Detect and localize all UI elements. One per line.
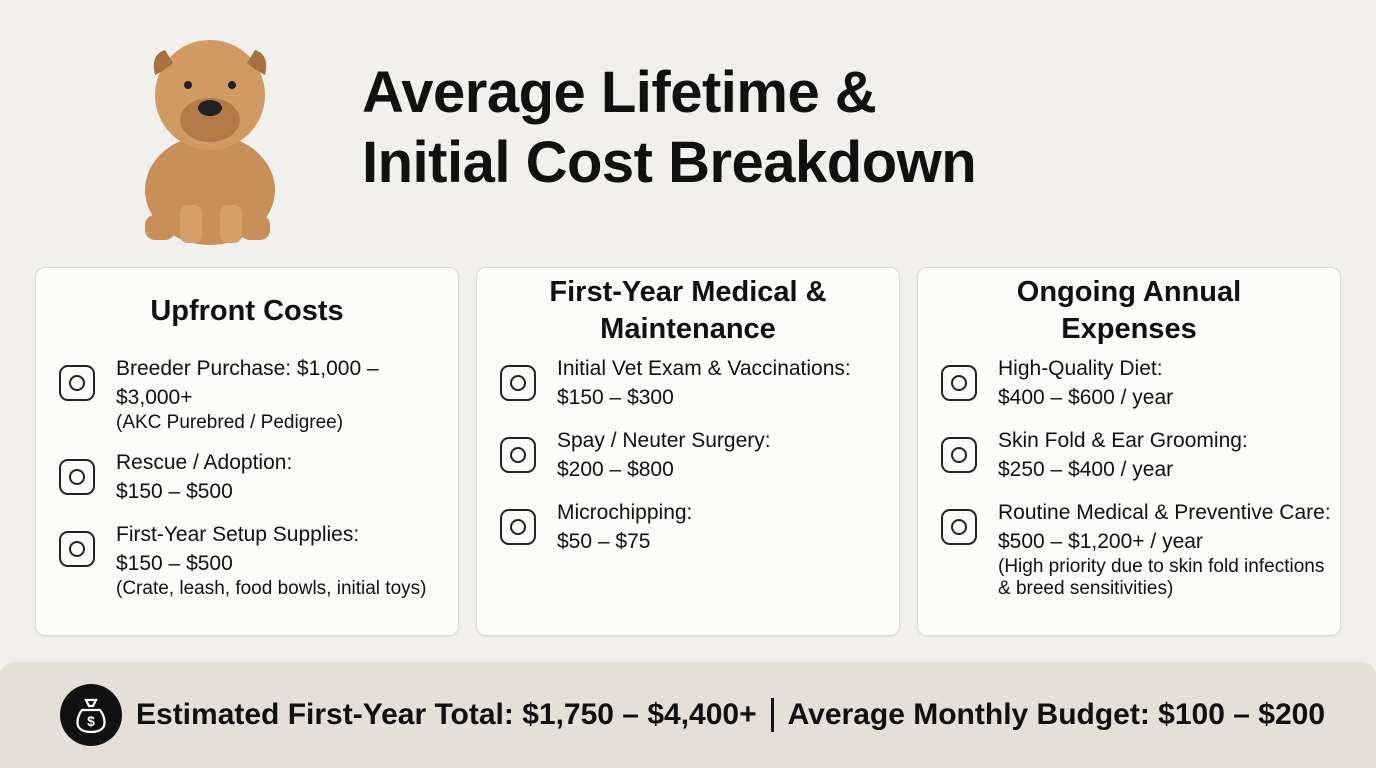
icon [941,437,977,473]
total: Estimated First-Year Total: $1,750 – $4,… [136,698,757,731]
item-label: First-Year Setup Supplies: [116,523,360,546]
item-label: Spay / Neuter Surgery: [557,429,771,452]
card-title: Upfront Costs [150,294,344,327]
icon [59,531,95,567]
icon [59,365,95,401]
card-title: First-Year Medical & Maintenance [549,276,827,345]
item-value: $150 – $500 [116,552,233,575]
item-note: (High priority due to skin fold infectio… [998,556,1325,599]
monthly: Average Monthly Budget: $100 – $200 [787,698,1326,731]
item-value: $150 – $300 [557,386,674,409]
item-value: $500 – $1,200+ / year [998,530,1203,553]
cost-item: Spay / Neuter Surgery: $200 – $800 [477,426,899,484]
item-label: Microchipping: [557,501,693,524]
card-title: Ongoing Annual Expenses [1016,276,1242,345]
separator [770,698,774,732]
icon [500,509,536,545]
item-label: Breeder Purchase: $1,000 – $3,000+ [116,357,379,409]
card: Upfront Costs Breeder Purchase: $1,000 – … [35,267,459,636]
item-value: $400 – $600 / year [998,386,1174,409]
item-value: $250 – $400 / year [998,458,1174,481]
cost-item: Initial Vet Exam & Vaccinations: $150 – $… [477,354,899,412]
item-label: Rescue / Adoption: [116,451,293,474]
dog-photo [145,40,275,245]
title-line: Initial Cost Breakdown [362,130,977,195]
card: Ongoing Annual Expenses High-Quality Diet… [917,267,1341,636]
item-value: $50 – $75 [557,530,651,553]
footer: $ Estimated First-Year Total: $1,750 – $… [0,662,1376,768]
icon [941,365,977,401]
icon [500,437,536,473]
item-label: High-Quality Diet: [998,357,1163,380]
item-note: (AKC Purebred / Pedigree) [116,412,344,433]
cost-item: Breeder Purchase: $1,000 – $3,000+ (AKC P… [36,354,458,434]
cost-item: Skin Fold & Ear Grooming: $250 – $400 / y… [918,426,1340,484]
cost-item: Routine Medical & Preventive Care: $500 –… [918,498,1340,600]
title: Average Lifetime & Initial Cost Breakdow… [362,58,977,198]
item-value: $200 – $800 [557,458,674,481]
icon [59,459,95,495]
svg-text:$: $ [87,713,95,729]
item-label: Routine Medical & Preventive Care: [998,501,1331,524]
icon [500,365,536,401]
item-value: $150 – $500 [116,480,233,503]
cost-item: Rescue / Adoption: $150 – $500 [36,448,458,506]
money-icon: $ [60,684,122,746]
cost-item: Microchipping: $50 – $75 [477,498,899,556]
title-line: Average Lifetime & [362,60,877,125]
item-label: Initial Vet Exam & Vaccinations: [557,357,851,380]
cost-item: High-Quality Diet: $400 – $600 / year [918,354,1340,412]
card: First-Year Medical & Maintenance Initial … [476,267,900,636]
icon [941,509,977,545]
cost-item: First-Year Setup Supplies: $150 – $500 (Cr… [36,520,458,600]
item-label: Skin Fold & Ear Grooming: [998,429,1248,452]
item-note: (Crate, leash, food bowls, initial toys) [116,578,427,599]
